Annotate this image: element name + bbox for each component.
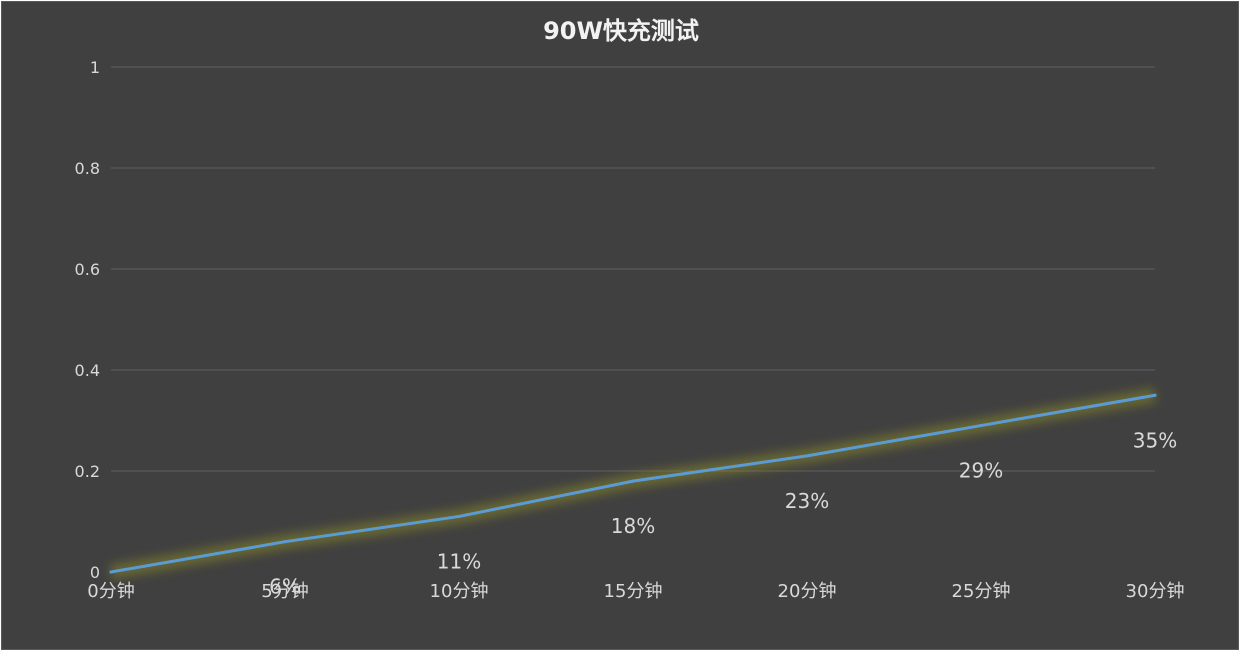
x-tick-label: 0分钟 bbox=[87, 581, 134, 602]
y-tick-label: 0.8 bbox=[75, 159, 100, 178]
data-label: 11% bbox=[437, 549, 481, 573]
data-point bbox=[805, 454, 809, 458]
y-tick-label: 1 bbox=[90, 58, 100, 77]
y-axis-ticks: 0 0.2 0.4 0.6 0.8 1 bbox=[75, 58, 100, 582]
x-tick-label: 15分钟 bbox=[604, 581, 663, 602]
data-label: 6% bbox=[269, 575, 301, 599]
series-layer bbox=[109, 388, 1157, 579]
x-tick-label: 25分钟 bbox=[952, 581, 1011, 602]
chart-title: 90W快充测试 bbox=[543, 17, 699, 45]
data-point bbox=[109, 570, 113, 574]
y-tick-label: 0 bbox=[90, 563, 100, 582]
y-tick-label: 0.4 bbox=[75, 361, 100, 380]
data-point bbox=[1153, 393, 1157, 397]
x-axis-ticks: 0分钟 5分钟 10分钟 15分钟 20分钟 25分钟 30分钟 bbox=[87, 581, 1184, 602]
data-point bbox=[457, 514, 461, 518]
x-tick-label: 5分钟 bbox=[261, 581, 308, 602]
data-label: 18% bbox=[611, 514, 655, 538]
data-point bbox=[631, 479, 635, 483]
data-label: 35% bbox=[1133, 428, 1177, 452]
data-labels: 6% 11% 18% 23% 29% 35% bbox=[269, 428, 1177, 598]
y-tick-label: 0.6 bbox=[75, 260, 100, 279]
y-tick-label: 0.2 bbox=[75, 462, 100, 481]
data-label: 23% bbox=[785, 489, 829, 513]
x-tick-label: 10分钟 bbox=[430, 581, 489, 602]
data-point bbox=[283, 540, 287, 544]
x-tick-label: 30分钟 bbox=[1126, 581, 1185, 602]
gridlines bbox=[111, 66, 1155, 472]
x-tick-label: 20分钟 bbox=[778, 581, 837, 602]
data-label: 29% bbox=[959, 459, 1003, 483]
data-point bbox=[979, 424, 983, 428]
